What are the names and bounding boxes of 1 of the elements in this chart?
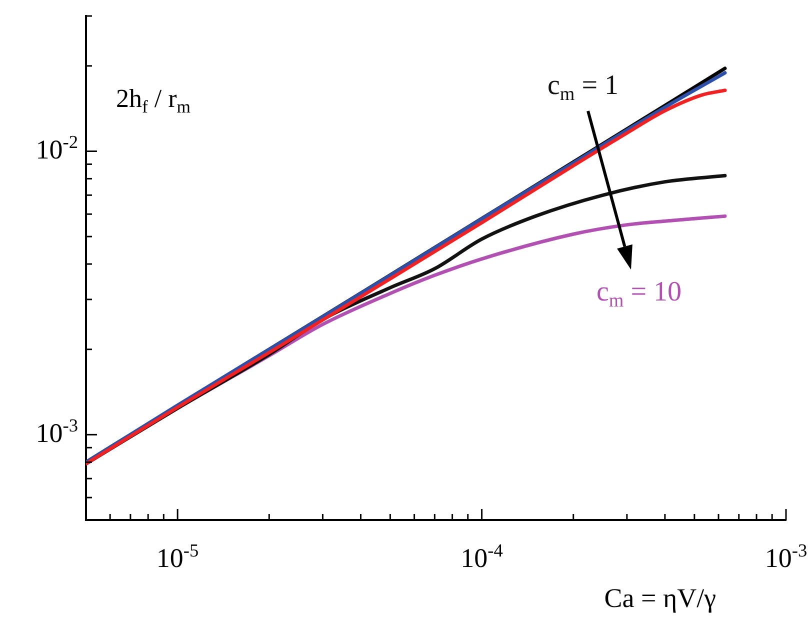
x-axis-title: Ca = ηV/γ: [604, 583, 716, 614]
